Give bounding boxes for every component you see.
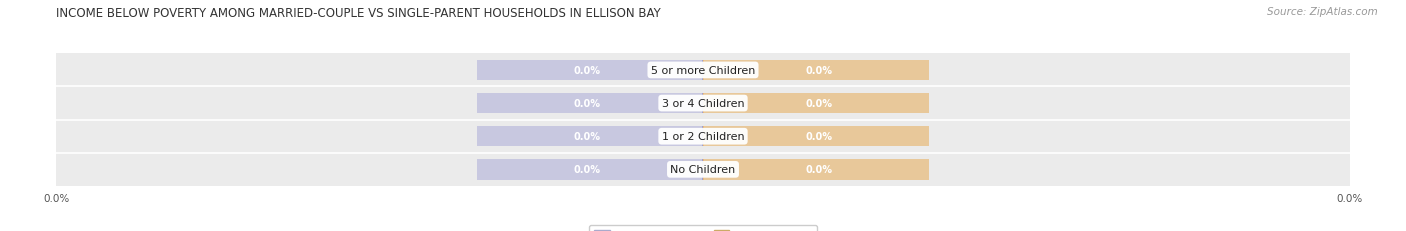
Text: 0.0%: 0.0% <box>806 99 832 109</box>
Text: INCOME BELOW POVERTY AMONG MARRIED-COUPLE VS SINGLE-PARENT HOUSEHOLDS IN ELLISON: INCOME BELOW POVERTY AMONG MARRIED-COUPL… <box>56 7 661 20</box>
Bar <box>703 93 929 114</box>
Bar <box>703 60 929 81</box>
Text: 0.0%: 0.0% <box>806 132 832 142</box>
Bar <box>56 54 1350 87</box>
Bar <box>56 87 1350 120</box>
Text: 1 or 2 Children: 1 or 2 Children <box>662 132 744 142</box>
Text: 0.0%: 0.0% <box>574 99 600 109</box>
Text: 0.0%: 0.0% <box>806 66 832 76</box>
Text: 0.0%: 0.0% <box>806 165 832 175</box>
Text: 0.0%: 0.0% <box>574 165 600 175</box>
Text: 3 or 4 Children: 3 or 4 Children <box>662 99 744 109</box>
Text: 5 or more Children: 5 or more Children <box>651 66 755 76</box>
Text: No Children: No Children <box>671 165 735 175</box>
Bar <box>703 159 929 180</box>
Bar <box>477 126 703 147</box>
Bar <box>703 126 929 147</box>
Bar <box>477 159 703 180</box>
Text: 0.0%: 0.0% <box>574 132 600 142</box>
Bar <box>56 120 1350 153</box>
Legend: Married Couples, Single Parents: Married Couples, Single Parents <box>589 225 817 231</box>
Text: 0.0%: 0.0% <box>574 66 600 76</box>
Text: Source: ZipAtlas.com: Source: ZipAtlas.com <box>1267 7 1378 17</box>
Bar <box>56 153 1350 186</box>
Bar <box>477 93 703 114</box>
Bar <box>477 60 703 81</box>
